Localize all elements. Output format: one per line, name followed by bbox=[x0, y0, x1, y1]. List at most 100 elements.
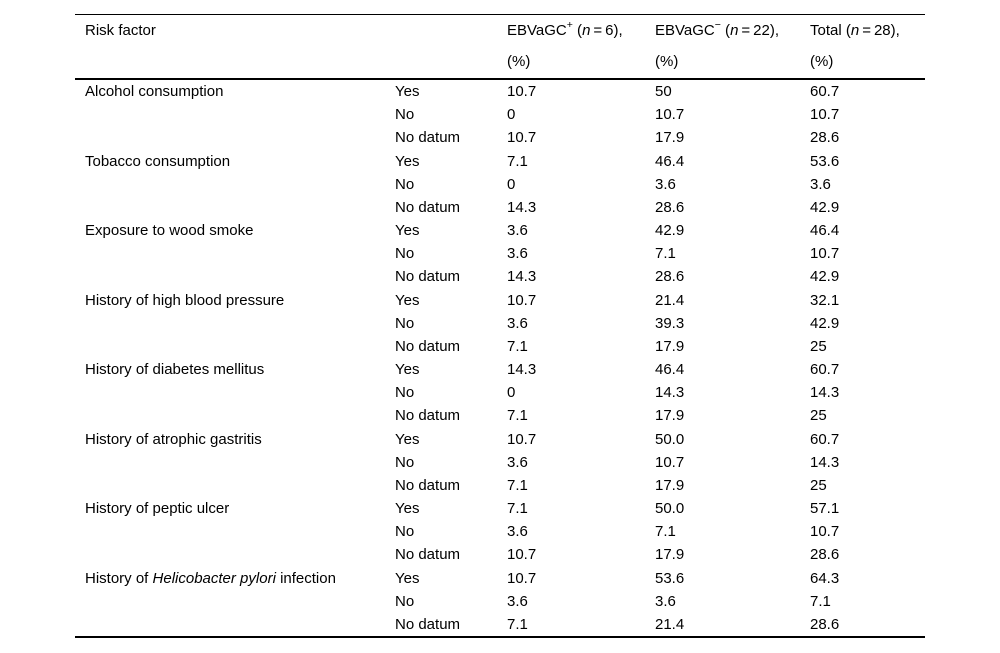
column-header-risk-factor: Risk factor bbox=[75, 15, 395, 80]
table-row: Exposure to wood smoke Yes 3.6 42.9 46.4 bbox=[75, 219, 925, 242]
value-cell: 3.6 bbox=[507, 453, 528, 471]
column-header-ebvagc-negative: EBVaGC− (n = 22), (%) bbox=[655, 15, 810, 80]
header-row: Risk factor EBVaGC+ (n = 6), (%) EBVaGC−… bbox=[75, 15, 925, 80]
value-cell: 10.7 bbox=[507, 430, 537, 448]
level-cell: Yes bbox=[395, 430, 420, 448]
table-row: No 3.6 7.1 10.7 bbox=[75, 242, 925, 265]
value-cell: 0 bbox=[507, 384, 516, 402]
value-cell: 50.0 bbox=[655, 430, 685, 448]
value-cell: 60.7 bbox=[810, 361, 840, 379]
table-row: No 3.6 7.1 10.7 bbox=[75, 520, 925, 543]
value-cell: 3.6 bbox=[507, 314, 528, 332]
value-cell: 28.6 bbox=[655, 198, 685, 216]
level-cell: No datum bbox=[395, 129, 461, 147]
value-cell: 28.6 bbox=[655, 268, 685, 286]
value-cell: 3.6 bbox=[507, 222, 528, 240]
risk-factor-cell bbox=[75, 242, 395, 265]
ebvagc-negative-header-unit: (%) bbox=[655, 53, 679, 70]
value-cell: 14.3 bbox=[655, 384, 685, 402]
table-row: Alcohol consumption Yes 10.7 50 60.7 bbox=[75, 79, 925, 103]
value-cell: 3.6 bbox=[507, 245, 528, 263]
table-row: No datum 7.1 21.4 28.6 bbox=[75, 613, 925, 636]
risk-factor-cell: Exposure to wood smoke bbox=[85, 222, 254, 240]
value-cell: 42.9 bbox=[655, 222, 685, 240]
risk-factor-cell bbox=[75, 474, 395, 497]
level-cell: No bbox=[395, 175, 415, 193]
value-cell: 14.3 bbox=[507, 268, 537, 286]
risk-factor-cell: History of atrophic gastritis bbox=[85, 430, 262, 448]
table-row: No 3.6 3.6 7.1 bbox=[75, 590, 925, 613]
risk-factor-cell bbox=[75, 543, 395, 566]
minus-superscript: − bbox=[714, 19, 721, 31]
value-cell: 7.1 bbox=[507, 476, 528, 494]
level-cell: No bbox=[395, 523, 415, 541]
value-cell: 42.9 bbox=[810, 198, 840, 216]
level-cell: Yes bbox=[395, 500, 420, 518]
plus-superscript: + bbox=[566, 19, 573, 31]
value-cell: 17.9 bbox=[655, 476, 685, 494]
value-cell: 10.7 bbox=[655, 453, 685, 471]
value-cell: 10.7 bbox=[507, 291, 537, 309]
level-cell: No datum bbox=[395, 615, 461, 633]
value-cell: 7.1 bbox=[507, 152, 528, 170]
value-cell: 50 bbox=[655, 83, 672, 100]
value-cell: 60.7 bbox=[810, 430, 840, 448]
value-cell: 17.9 bbox=[655, 129, 685, 147]
value-cell: 46.4 bbox=[810, 222, 840, 240]
risk-factor-cell bbox=[75, 335, 395, 358]
value-cell: 3.6 bbox=[810, 175, 831, 193]
value-cell: 53.6 bbox=[655, 569, 685, 587]
value-cell: 17.9 bbox=[655, 546, 685, 564]
value-cell: 17.9 bbox=[655, 337, 685, 355]
column-header-level bbox=[395, 15, 507, 80]
level-cell: No datum bbox=[395, 546, 461, 564]
level-cell: Yes bbox=[395, 222, 420, 240]
risk-factor-cell: Tobacco consumption bbox=[85, 152, 231, 170]
table-row: No 0 14.3 14.3 bbox=[75, 381, 925, 404]
level-cell: Yes bbox=[395, 291, 420, 309]
value-cell: 60.7 bbox=[810, 83, 840, 100]
total-header-line1: Total (n = 28), bbox=[810, 22, 900, 39]
risk-factor-cell: History of diabetes mellitus bbox=[85, 361, 265, 379]
value-cell: 25 bbox=[810, 337, 827, 355]
value-cell: 7.1 bbox=[655, 523, 676, 541]
level-cell: No datum bbox=[395, 337, 461, 355]
table-row: History of high blood pressure Yes 10.7 21.… bbox=[75, 289, 925, 312]
risk-factor-cell: History of Helicobacter pylori infection bbox=[85, 569, 336, 587]
table-row: History of Helicobacter pylori infection… bbox=[75, 567, 925, 590]
value-cell: 28.6 bbox=[810, 546, 840, 564]
value-cell: 10.7 bbox=[810, 245, 840, 263]
value-cell: 32.1 bbox=[810, 291, 840, 309]
level-cell: Yes bbox=[395, 569, 420, 587]
ebvagc-negative-header-line1: EBVaGC− (n = 22), bbox=[655, 19, 780, 39]
value-cell: 3.6 bbox=[507, 523, 528, 541]
value-cell: 17.9 bbox=[655, 407, 685, 425]
table-row: No datum 7.1 17.9 25 bbox=[75, 335, 925, 358]
table-row: No datum 14.3 28.6 42.9 bbox=[75, 265, 925, 288]
risk-factor-cell bbox=[75, 312, 395, 335]
value-cell: 50.0 bbox=[655, 500, 685, 518]
value-cell: 10.7 bbox=[507, 83, 537, 100]
value-cell: 39.3 bbox=[655, 314, 685, 332]
value-cell: 7.1 bbox=[507, 337, 528, 355]
value-cell: 10.7 bbox=[655, 106, 685, 124]
value-cell: 21.4 bbox=[655, 615, 685, 633]
risk-factor-cell bbox=[75, 451, 395, 474]
value-cell: 42.9 bbox=[810, 268, 840, 286]
risk-factor-cell bbox=[75, 381, 395, 404]
value-cell: 10.7 bbox=[810, 106, 840, 124]
value-cell: 3.6 bbox=[655, 592, 676, 610]
table-row: No 3.6 39.3 42.9 bbox=[75, 312, 925, 335]
value-cell: 14.3 bbox=[507, 361, 537, 379]
level-cell: No bbox=[395, 314, 415, 332]
value-cell: 10.7 bbox=[810, 523, 840, 541]
table-row: No datum 7.1 17.9 25 bbox=[75, 474, 925, 497]
value-cell: 7.1 bbox=[810, 592, 831, 610]
value-cell: 46.4 bbox=[655, 152, 685, 170]
level-cell: Yes bbox=[395, 152, 420, 170]
table-row: No datum 10.7 17.9 28.6 bbox=[75, 126, 925, 149]
risk-factor-cell bbox=[75, 126, 395, 149]
column-header-total: Total (n = 28), (%) bbox=[810, 15, 925, 80]
table-row: No 0 3.6 3.6 bbox=[75, 173, 925, 196]
value-cell: 7.1 bbox=[507, 500, 528, 518]
